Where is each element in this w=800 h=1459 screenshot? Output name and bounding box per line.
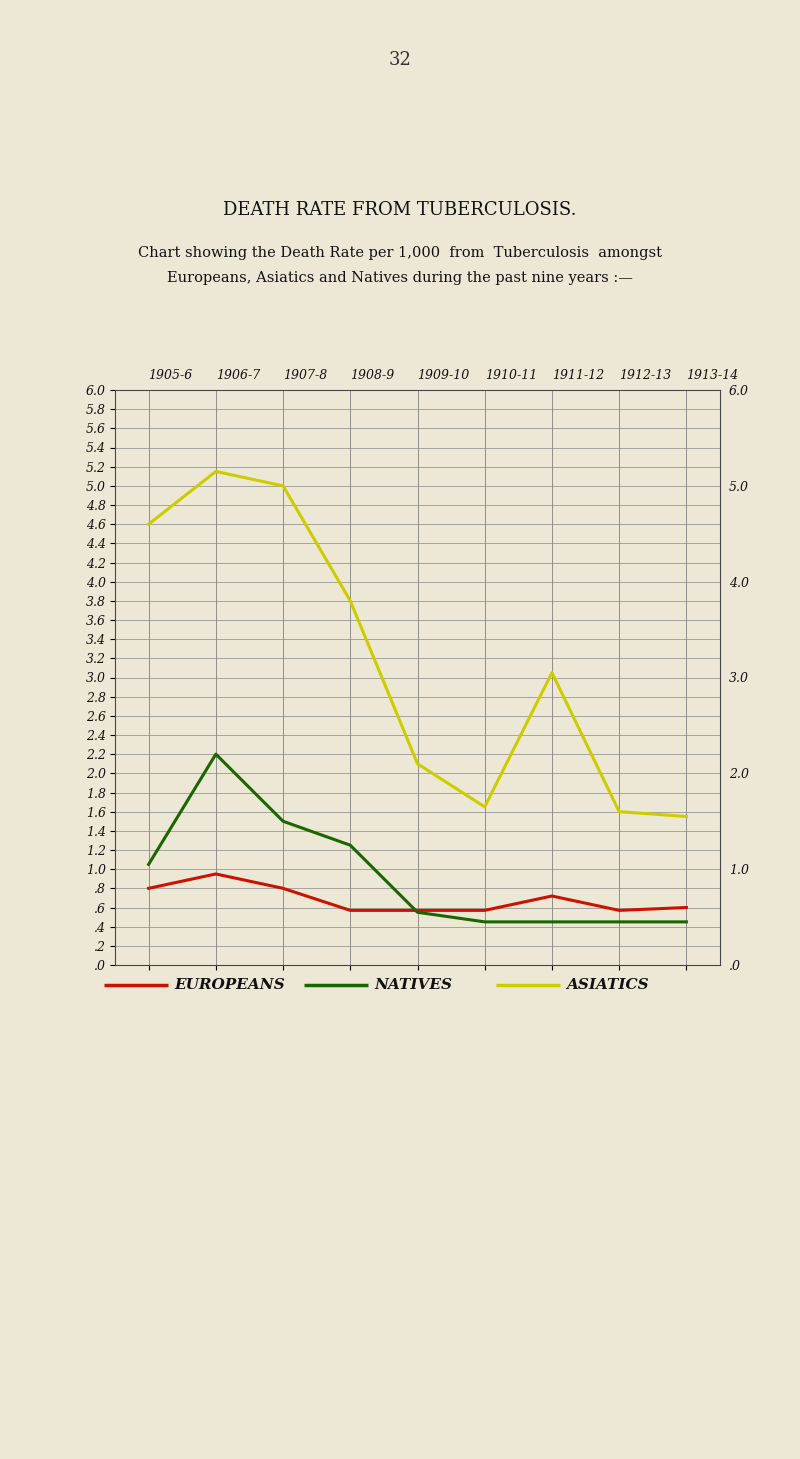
Text: NATIVES: NATIVES	[374, 978, 453, 992]
Text: ASIATICS: ASIATICS	[566, 978, 649, 992]
Text: Europeans, Asiatics and Natives during the past nine years :—: Europeans, Asiatics and Natives during t…	[167, 271, 633, 285]
Text: Chart showing the Death Rate per 1,000  from  Tuberculosis  amongst: Chart showing the Death Rate per 1,000 f…	[138, 247, 662, 260]
Text: DEATH RATE FROM TUBERCULOSIS.: DEATH RATE FROM TUBERCULOSIS.	[223, 201, 577, 219]
Text: 32: 32	[389, 51, 411, 69]
Text: EUROPEANS: EUROPEANS	[174, 978, 285, 992]
